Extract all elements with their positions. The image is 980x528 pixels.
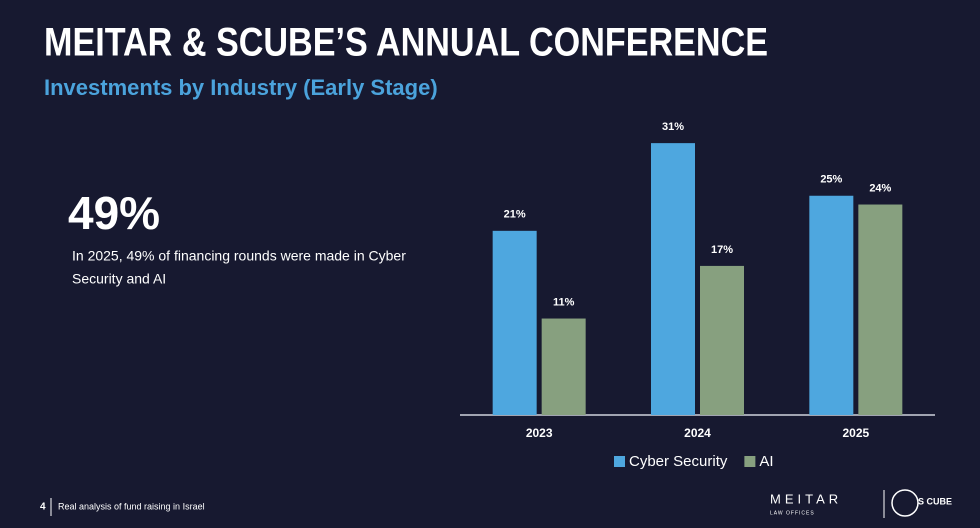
legend-label: AI bbox=[759, 453, 773, 470]
footer: Real analysis of fund raising in Israel bbox=[58, 501, 205, 511]
value-label: 25% bbox=[820, 174, 842, 186]
x-tick-label: 2025 bbox=[842, 426, 869, 440]
value-label: 11% bbox=[553, 296, 575, 308]
bar bbox=[700, 265, 744, 415]
logo: S CUBE bbox=[918, 496, 952, 506]
stat-text: Security and AI bbox=[72, 271, 166, 287]
page-number: 4 bbox=[40, 502, 46, 513]
bar bbox=[858, 204, 903, 415]
logo-sub: LAW OFFICES bbox=[770, 510, 815, 516]
slide-title: MEITAR & SCUBE’S ANNUAL CONFERENCE bbox=[44, 21, 768, 65]
legend-swatch bbox=[744, 456, 756, 467]
bar bbox=[809, 195, 854, 415]
x-tick-label: 2024 bbox=[684, 426, 711, 440]
bar bbox=[492, 230, 537, 415]
stat-text: In 2025, 49% of financing rounds were ma… bbox=[72, 248, 406, 264]
value-label: 31% bbox=[662, 121, 684, 133]
bar bbox=[651, 143, 695, 415]
bar bbox=[541, 318, 586, 415]
legend-swatch bbox=[614, 456, 625, 467]
value-label: 17% bbox=[711, 244, 733, 256]
chart-title: Investments by Industry (Early Stage) bbox=[44, 75, 438, 100]
value-label: 24% bbox=[869, 182, 891, 194]
legend-label: Cyber Security bbox=[629, 453, 728, 470]
stat: 49% bbox=[68, 187, 160, 239]
value-label: 21% bbox=[504, 209, 526, 221]
logo-mark bbox=[891, 489, 919, 517]
x-tick-label: 2023 bbox=[526, 426, 553, 440]
logo: MEITAR bbox=[770, 491, 842, 506]
